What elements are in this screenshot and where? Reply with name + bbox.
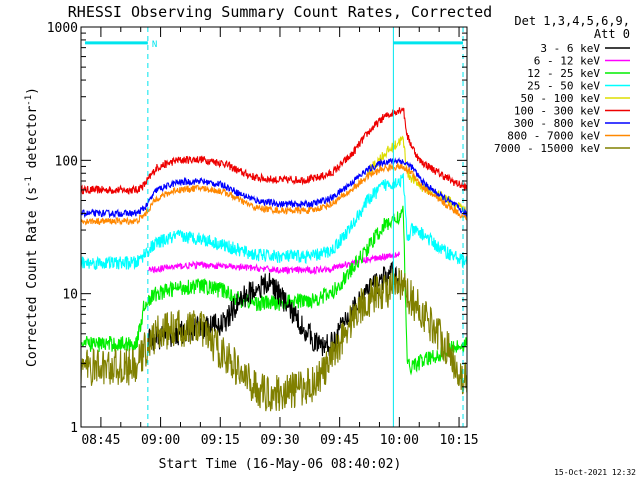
legend-label-50-100-keV: 50 - 100 keV (521, 92, 601, 105)
axis-layer: 1 10 100 1000 08:45 09:00 09:15 09:30 09:45 10:00… (47, 21, 479, 448)
night-layer: N (84, 27, 464, 427)
legend-label-7000-15000-keV: 7000 - 15000 keV (494, 142, 600, 155)
legend-header-detectors: Det 1,3,4,5,6,9, (514, 14, 630, 28)
plot-frame (80, 26, 468, 428)
x-tick-label: 09:00 (141, 433, 180, 448)
x-tick-label: 09:30 (260, 433, 299, 448)
x-tick-label: 08:45 (81, 433, 120, 448)
series-800-7000-keV (80, 162, 468, 226)
y-tick-label: 1 (70, 421, 78, 436)
series-6-12-keV (148, 251, 400, 276)
y-tick-label: 100 (55, 154, 78, 169)
series-7000-15000-keV (80, 267, 468, 412)
y-axis-label: Corrected Count Rate (s-1 detector-1) (24, 87, 40, 367)
x-tick-label: 09:45 (320, 433, 359, 448)
legend-label-300-800-keV: 300 - 800 keV (514, 117, 600, 130)
generation-timestamp: 15-Oct-2021 12:32 (554, 468, 636, 477)
night-label: N (152, 40, 157, 50)
series-300-800-keV (80, 156, 468, 219)
legend-label-3-6-keV: 3 - 6 keV (540, 42, 600, 55)
legend-label-100-300-keV: 100 - 300 keV (514, 105, 600, 118)
y-tick-label: 1000 (47, 21, 78, 36)
chart-title: RHESSI Observing Summary Count Rates, Co… (68, 3, 492, 21)
x-tick-label: 09:15 (201, 433, 240, 448)
series-12-25-keV (80, 205, 468, 376)
legend-label-6-12-keV: 6 - 12 keV (534, 55, 601, 68)
x-tick-label: 10:15 (439, 433, 478, 448)
series-100-300-keV (80, 107, 468, 195)
x-axis-label: Start Time (16-May-06 08:40:02) (159, 457, 402, 472)
legend-label-800-7000-keV: 800 - 7000 keV (507, 130, 600, 143)
x-tick-label: 10:00 (380, 433, 419, 448)
series-25-50-keV (80, 172, 468, 271)
y-tick-label: 10 (62, 288, 78, 303)
legend-label-25-50-keV: 25 - 50 keV (527, 80, 600, 93)
legend-header-attenuator: Att 0 (594, 27, 630, 41)
legend-label-12-25-keV: 12 - 25 keV (527, 67, 600, 80)
series-layer (80, 107, 468, 412)
series-50-100-keV (366, 135, 468, 219)
